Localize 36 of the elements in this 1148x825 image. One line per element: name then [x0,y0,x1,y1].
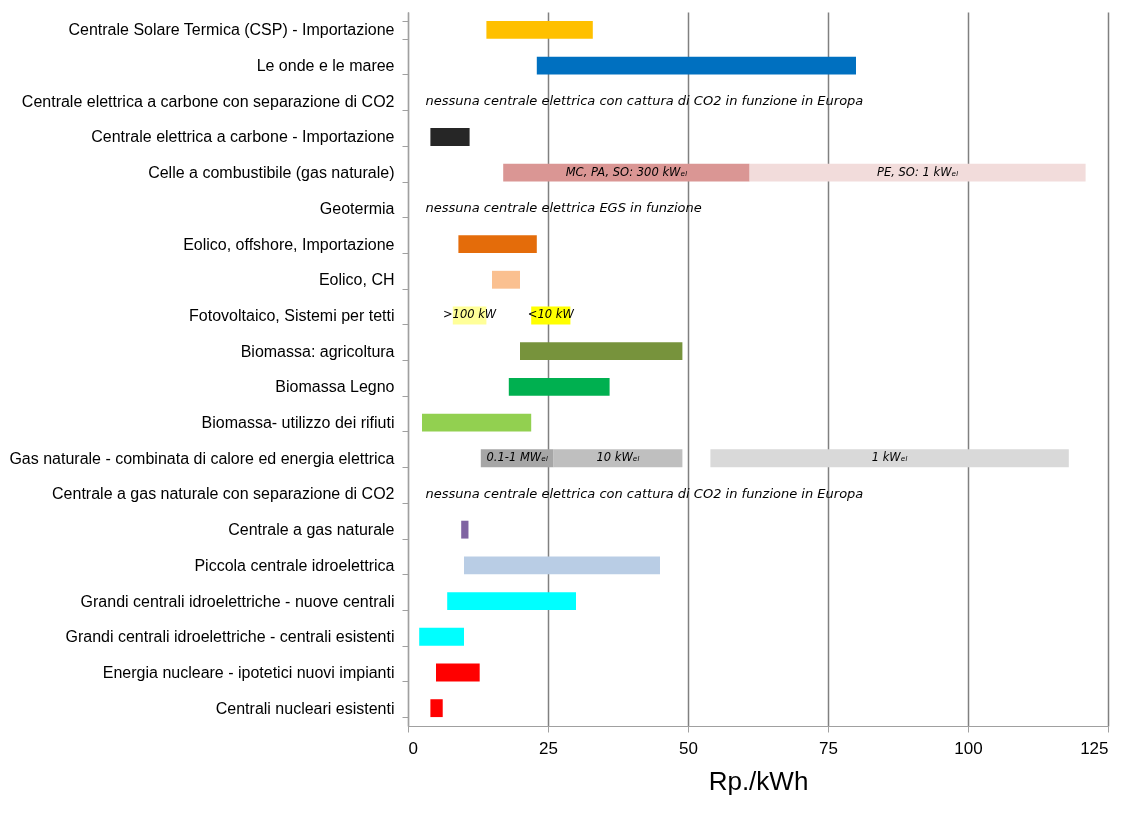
y-tick-label: Gas naturale - combinata di calore ed energia elettrica [9,449,395,467]
x-tick-label: 100 [954,738,983,758]
y-tick-label: Centrale elettrica a carbone - Importazione [91,128,395,146]
series-label: 1 kWₑₗ [871,450,908,465]
annotation: nessuna centrale elettrica con cattura di CO2 in funzione in Europa [425,93,864,109]
series-label: PE, SO: 1 kWₑₗ [876,164,959,179]
y-tick-label: Celle a combustibile (gas naturale) [148,164,395,182]
annotation: nessuna centrale elettrica con cattura di CO2 in funzione in Europa [425,485,864,501]
series-label: MC, PA, SO: 300 kWₑₗ [565,164,688,179]
y-tick-label: Centrale a gas naturale [228,521,395,539]
y-tick-label: Centrale a gas naturale con separazione di CO2 [52,485,395,503]
y-tick-label: Grandi centrali idroelettriche - nuove centrali [80,592,395,610]
x-tick-label: 75 [819,738,838,758]
y-tick-label: Grandi centrali idroelettriche - centrali esistenti [65,628,395,646]
series-label: 0.1-1 MWₑₗ [486,450,548,465]
y-tick-label: Le onde e le maree [256,57,395,75]
y-tick-label: Centrale Solare Termica (CSP) - Importazione [68,21,395,39]
y-tick-label: Centrale elettrica a carbone con separazione di CO2 [21,92,395,110]
annotation: nessuna centrale elettrica EGS in funzione [425,200,702,216]
series-label: >100 kW [442,307,497,322]
x-tick-label: 25 [539,738,558,758]
y-tick-label: Biomassa Legno [275,378,395,396]
x-tick-label: 125 [1080,738,1109,758]
y-tick-label: Geotermia [319,199,395,217]
y-tick-label: Fotovoltaico, Sistemi per tetti [189,306,395,324]
x-tick-label: 0 [408,738,418,758]
y-tick-label: Eolico, offshore, Importazione [183,235,395,253]
y-tick-label: Biomassa: agricoltura [240,342,395,360]
y-tick-label: Eolico, CH [318,271,395,289]
y-tick-label: Piccola centrale idroelettrica [194,556,395,574]
y-tick-label: Energia nucleare - ipotetici nuovi impianti [102,663,395,681]
y-tick-label: Centrali nucleari esistenti [215,699,395,717]
y-tick-label: Biomassa- utilizzo dei rifiuti [201,414,395,432]
x-axis-title: Rp./kWh [708,765,809,796]
x-tick-label: 50 [679,738,698,758]
series-label: 10 kWₑₗ [596,450,640,465]
